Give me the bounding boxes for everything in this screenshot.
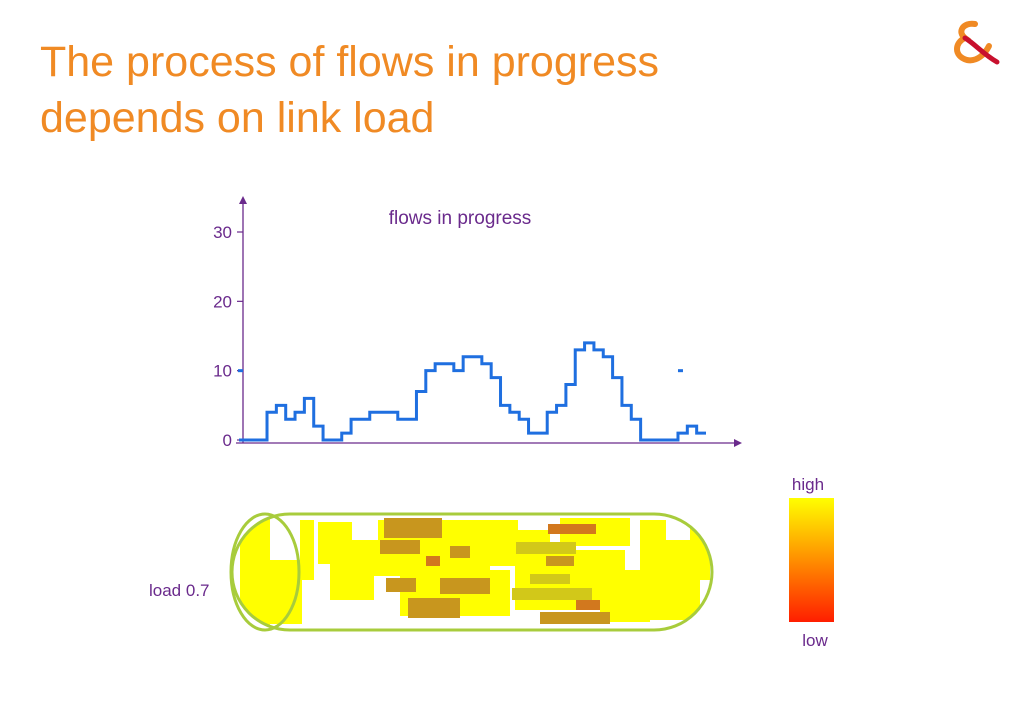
chart-title: flows in progress bbox=[389, 208, 532, 229]
band-block-olive bbox=[516, 542, 576, 554]
y-tick-label: 20 bbox=[213, 292, 232, 311]
logo-stroke-orange bbox=[954, 20, 992, 64]
band-block-dark bbox=[440, 578, 490, 594]
band-block-orange bbox=[576, 600, 600, 610]
band-block-olive bbox=[530, 574, 570, 584]
title-line-1: The process of flows in progress bbox=[40, 38, 659, 86]
legend-low-label: low bbox=[802, 631, 828, 650]
series-line-group bbox=[238, 341, 706, 442]
band-block bbox=[262, 560, 302, 624]
slide-title: The process of flows in progress depends… bbox=[40, 34, 800, 146]
legend-gradient-bar bbox=[789, 498, 834, 622]
band-block bbox=[318, 522, 352, 564]
band-block-dark bbox=[380, 540, 420, 554]
series-line bbox=[239, 341, 706, 442]
y-tick-group: 0 10 20 30 bbox=[213, 223, 243, 450]
y-tick-label: 0 bbox=[223, 431, 232, 450]
band-block-dark bbox=[408, 598, 460, 618]
title-line-2: depends on link load bbox=[40, 94, 435, 142]
load-label: load 0.7 bbox=[149, 581, 210, 600]
band-block-olive bbox=[512, 588, 592, 600]
band-block-orange bbox=[546, 556, 574, 566]
y-axis-arrow bbox=[239, 196, 247, 204]
x-axis-arrow bbox=[734, 439, 742, 447]
y-tick-label: 30 bbox=[213, 223, 232, 242]
band-block-olive bbox=[540, 612, 610, 624]
band-block-orange bbox=[426, 556, 440, 566]
y-tick-label: 10 bbox=[213, 362, 232, 381]
band-block-orange bbox=[548, 524, 596, 534]
ampersand-logo-icon bbox=[954, 20, 1000, 65]
load-band-fill bbox=[232, 514, 712, 630]
logo-stroke-red bbox=[962, 35, 1000, 65]
band-block-dark bbox=[384, 518, 442, 538]
load-band-end-cap bbox=[229, 512, 301, 632]
band-block bbox=[300, 520, 314, 580]
band-block-dark bbox=[386, 578, 416, 592]
legend-high-label: high bbox=[792, 475, 824, 494]
band-block-dark bbox=[450, 546, 470, 558]
